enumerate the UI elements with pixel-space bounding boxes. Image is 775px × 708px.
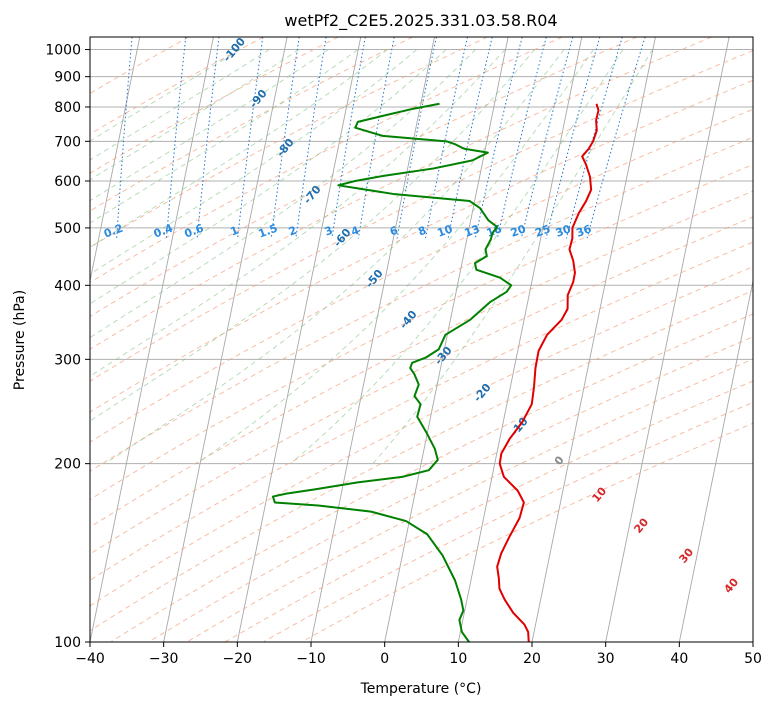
moist-adiabat-line xyxy=(90,49,476,339)
mixing-ratio-line xyxy=(565,37,623,239)
dry-adiabat-line xyxy=(90,241,753,581)
moist-adiabat-line xyxy=(90,49,359,224)
mixing-ratio-label: 36 xyxy=(574,222,593,240)
moist-adiabat-line xyxy=(104,49,565,465)
y-tick-label: 1000 xyxy=(45,43,81,59)
x-tick-label: 10 xyxy=(449,651,467,667)
y-tick-label: 700 xyxy=(54,134,81,150)
mixing-ratio-line xyxy=(586,37,646,239)
x-axis: −40 −30 −20 −10 0 10 20 30 40 50 xyxy=(75,642,762,667)
dry-adiabat-line xyxy=(90,164,753,501)
mixing-ratio-line xyxy=(424,37,468,239)
mixing-ratio-line xyxy=(545,37,601,239)
isotherm-line xyxy=(678,278,753,642)
chart-title: wetPf2_C2E5.2025.331.03.58.R04 xyxy=(284,11,557,31)
x-tick-label: 50 xyxy=(744,651,762,667)
isotherm-line xyxy=(531,37,656,642)
moist-adiabat-line xyxy=(90,49,535,422)
background-lines xyxy=(90,37,753,642)
y-tick-label: 200 xyxy=(54,457,81,473)
mixing-ratio-line xyxy=(474,37,523,239)
mixing-ratio-line xyxy=(165,37,187,239)
mixing-ratio-label: 13 xyxy=(463,222,482,239)
mixing-ratio-label: 2 xyxy=(287,224,299,239)
isotherm-line xyxy=(384,37,509,642)
y-axis: 100 200 300 400 500 600 700 800 900 1000 xyxy=(45,43,90,651)
dry-adiabat-line xyxy=(90,79,753,413)
x-axis-label: Temperature (°C) xyxy=(360,681,482,697)
dry-adiabat-line xyxy=(90,37,712,350)
mixing-ratio-line xyxy=(196,37,220,239)
y-tick-label: 900 xyxy=(54,70,81,86)
moist-adiabat-line xyxy=(372,49,653,464)
y-tick-label: 500 xyxy=(54,221,81,237)
dry-adiabat-line xyxy=(110,313,753,642)
mixing-ratio-line xyxy=(331,37,366,239)
mixing-ratio-label: 25 xyxy=(533,222,552,239)
x-tick-label: 40 xyxy=(670,651,688,667)
isotherm-line xyxy=(163,37,288,642)
moist-adiabat-line xyxy=(90,49,329,202)
mixing-ratio-label: 1 xyxy=(229,224,241,239)
y-tick-label: 400 xyxy=(54,278,81,294)
mixing-ratio-line xyxy=(116,37,133,239)
temperature-profile-line xyxy=(496,103,600,642)
mixing-ratio-label: 10 xyxy=(435,222,454,240)
y-tick-label: 300 xyxy=(54,352,81,368)
dry-adiabat-line xyxy=(90,50,753,382)
mixing-ratio-label: 6 xyxy=(388,224,400,239)
moist-adiabat-line xyxy=(196,49,594,465)
plot-frame xyxy=(89,36,754,643)
mixing-ratio-label: 3 xyxy=(323,224,335,239)
mixing-ratio-line xyxy=(496,37,547,239)
mixing-ratio-label: 0.6 xyxy=(183,222,206,241)
x-tick-label: 30 xyxy=(597,651,615,667)
moist-adiabat-line xyxy=(90,49,447,305)
dry-adiabat-line xyxy=(90,190,753,528)
y-tick-label: 600 xyxy=(54,174,81,190)
mixing-ratio-line xyxy=(270,37,300,239)
mixing-ratio-line xyxy=(447,37,493,239)
x-tick-label: −20 xyxy=(223,651,253,667)
y-axis-label: Pressure (hPa) xyxy=(12,290,28,390)
mixing-ratio-label: 8 xyxy=(416,224,428,239)
dry-adiabat-line xyxy=(90,290,753,632)
isotherm-line xyxy=(605,37,730,642)
mixing-ratio-label: 1.5 xyxy=(257,222,280,241)
x-tick-label: 0 xyxy=(380,651,389,667)
mixing-ratio-line xyxy=(357,37,395,239)
x-tick-label: −30 xyxy=(149,651,179,667)
x-tick-label: −10 xyxy=(296,651,326,667)
dry-adiabat-line xyxy=(90,37,339,174)
isotherm-line xyxy=(457,37,583,642)
mixing-ratio-line xyxy=(237,37,264,239)
x-tick-label: 20 xyxy=(523,651,541,667)
profile-lines xyxy=(271,102,600,642)
isotherm-line xyxy=(90,37,141,284)
mixing-ratio-label: 4 xyxy=(349,224,361,239)
mixing-ratio-label: 30 xyxy=(554,222,573,240)
mixing-ratio-label: 0.2 xyxy=(102,222,125,241)
mixing-ratio-line xyxy=(520,37,574,239)
moist-adiabat-line xyxy=(90,49,417,275)
mixing-ratio-label: 0.4 xyxy=(152,222,175,241)
dry-adiabat-line xyxy=(90,136,753,472)
dry-adiabat-line xyxy=(186,358,753,642)
y-tick-label: 800 xyxy=(54,100,81,116)
mixing-ratio-line xyxy=(396,37,437,239)
mixing-ratio-line xyxy=(295,37,327,239)
y-tick-label: 100 xyxy=(54,635,81,651)
x-tick-label: −40 xyxy=(75,651,105,667)
dry-adiabat-line xyxy=(90,37,563,283)
dry-adiabat-line xyxy=(90,37,414,212)
dry-adiabat-line xyxy=(90,37,190,94)
mixing-ratio-label: 20 xyxy=(509,222,528,240)
dewpoint-profile-line xyxy=(271,102,513,642)
